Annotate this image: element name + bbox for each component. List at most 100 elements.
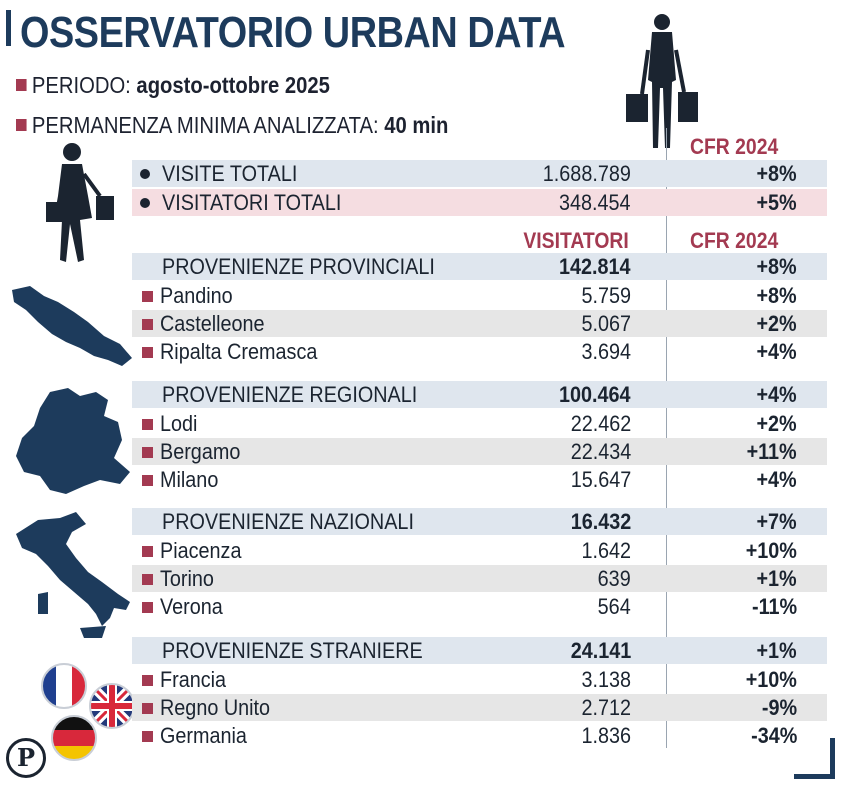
table-row: Francia 3.138 +10% (132, 666, 827, 693)
row-label: Germania (160, 723, 247, 748)
bullet-square-icon (142, 419, 153, 430)
row-label: Piacenza (160, 538, 242, 563)
section-change: +7% (756, 509, 797, 534)
total-visitors-row: VISITATORI TOTALI 348.454 +5% (132, 189, 827, 216)
uk-flag-icon (89, 683, 135, 729)
stay-value: 40 min (384, 112, 449, 138)
shopper-silhouette-icon (626, 14, 698, 148)
row-label: Pandino (160, 283, 233, 308)
table-row: Verona 564 -11% (132, 593, 827, 620)
row-label: Milano (160, 467, 219, 492)
row-change: +2% (756, 411, 797, 436)
visitors-column-header: VISITATORI (523, 228, 629, 253)
period-label: PERIODO: (31, 72, 131, 98)
bullet-square-icon (142, 675, 153, 686)
table-row: Castelleone 5.067 +2% (132, 310, 827, 337)
row-change: -9% (761, 695, 797, 720)
bullet-square-icon (142, 291, 153, 302)
bullet-square-icon (142, 319, 153, 330)
bullet-dot-icon (140, 198, 150, 208)
cfr-2024-header: CFR 2024 (690, 134, 779, 159)
section-label: PROVENIENZE REGIONALI (162, 382, 418, 407)
stay-line: PERMANENZA MINIMA ANALIZZATA: 40 min (16, 112, 448, 139)
table-row: Pandino 5.759 +8% (132, 282, 827, 309)
woman-shopping-icon (46, 143, 114, 262)
germany-flag-icon (51, 715, 97, 761)
row-value: 22.462 (570, 411, 631, 436)
row-value: 3.694 (581, 339, 631, 364)
bullet-square-icon (142, 475, 153, 486)
section-value: 16.432 (570, 509, 631, 534)
page-title: OSSERVATORIO URBAN DATA (20, 8, 566, 57)
table-row: Piacenza 1.642 +10% (132, 537, 827, 564)
row-change: +11% (746, 439, 797, 464)
table-row: Lodi 22.462 +2% (132, 410, 827, 437)
row-change: -11% (751, 594, 797, 619)
row-label: Verona (160, 594, 223, 619)
row-label: VISITE TOTALI (162, 161, 298, 186)
row-change: +4% (756, 339, 797, 364)
section-value: 142.814 (559, 254, 631, 279)
bullet-square-icon (142, 546, 153, 557)
table-row: Milano 15.647 +4% (132, 466, 827, 493)
corner-bracket-top-left (6, 10, 11, 46)
section-change: +8% (756, 254, 797, 279)
row-label: Bergamo (160, 439, 241, 464)
bullet-square-icon (142, 731, 153, 742)
row-label: Regno Unito (160, 695, 271, 720)
bullet-square-icon (142, 347, 153, 358)
total-visits-row: VISITE TOTALI 1.688.789 +8% (132, 160, 827, 187)
row-label: Torino (160, 566, 214, 591)
corner-bracket-bottom-right (794, 738, 835, 779)
row-value: 22.434 (570, 439, 631, 464)
period-line: PERIODO: agosto-ottobre 2025 (16, 72, 330, 99)
table-row: Bergamo 22.434 +11% (132, 438, 827, 465)
cremona-province-map-icon (12, 286, 132, 366)
row-value: 3.138 (581, 667, 631, 692)
row-value: 15.647 (570, 467, 631, 492)
section-header-regional: PROVENIENZE REGIONALI 100.464 +4% (132, 381, 827, 408)
row-change: +10% (745, 538, 797, 563)
table-row: Torino 639 +1% (132, 565, 827, 592)
section-value: 100.464 (559, 382, 631, 407)
table-row: Germania 1.836 -34% (132, 722, 827, 749)
row-change: +4% (756, 467, 797, 492)
table-row: Regno Unito 2.712 -9% (132, 694, 827, 721)
section-change: +1% (756, 638, 797, 663)
row-value: 2.712 (581, 695, 631, 720)
row-label: Lodi (160, 411, 198, 436)
section-label: PROVENIENZE STRANIERE (162, 638, 423, 663)
bullet-dot-icon (140, 169, 150, 179)
section-change: +4% (756, 382, 797, 407)
row-change: +1% (756, 566, 797, 591)
row-label: Ripalta Cremasca (160, 339, 318, 364)
row-value: 1.836 (581, 723, 631, 748)
france-flag-icon (41, 663, 87, 709)
bullet-square-icon (16, 79, 27, 91)
cfr-2024-header: CFR 2024 (690, 228, 779, 253)
row-label: Francia (160, 667, 227, 692)
publisher-logo-icon: P (6, 738, 46, 778)
row-value: 5.067 (581, 311, 631, 336)
row-change: +8% (756, 161, 797, 186)
row-label: VISITATORI TOTALI (162, 190, 342, 215)
row-value: 639 (597, 566, 631, 591)
row-change: +5% (756, 190, 797, 215)
section-label: PROVENIENZE NAZIONALI (162, 509, 414, 534)
row-change: +2% (756, 311, 797, 336)
row-change: +8% (756, 283, 797, 308)
section-label: PROVENIENZE PROVINCIALI (162, 254, 435, 279)
bullet-square-icon (16, 119, 27, 131)
stay-label: PERMANENZA MINIMA ANALIZZATA: (31, 112, 379, 138)
row-change: -34% (750, 723, 797, 748)
row-value: 1.642 (581, 538, 631, 563)
italy-map-icon (16, 512, 130, 638)
bullet-square-icon (142, 447, 153, 458)
row-label: Castelleone (160, 311, 265, 336)
bullet-square-icon (142, 703, 153, 714)
section-header-national: PROVENIENZE NAZIONALI 16.432 +7% (132, 508, 827, 535)
table-row: Ripalta Cremasca 3.694 +4% (132, 338, 827, 365)
section-value: 24.141 (570, 638, 631, 663)
lombardy-map-icon (16, 388, 130, 494)
row-change: +10% (745, 667, 797, 692)
